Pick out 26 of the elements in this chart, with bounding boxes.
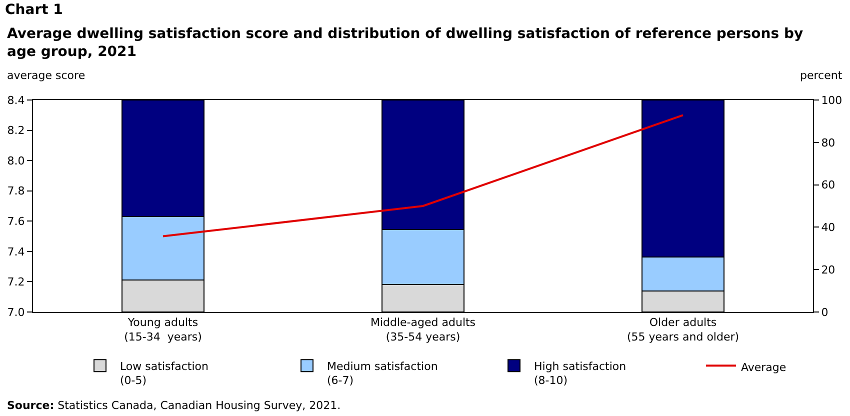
legend-label: Average (741, 360, 786, 374)
x-tick-label: Young adults (15-34 years) (124, 316, 202, 344)
y2-tick-label: 60 (821, 178, 836, 192)
y-tick-label: 7.4 (7, 245, 25, 258)
legend-label: Low satisfaction (0-5) (120, 360, 208, 388)
y2-axis-title: percent (800, 69, 843, 82)
legend-label: High satisfaction (8-10) (534, 360, 626, 388)
y2-tick-label: 80 (821, 136, 836, 150)
y2-tick-label: 40 (821, 221, 836, 234)
y-tick-label: 8.2 (7, 124, 25, 138)
source-note: Source: Statistics Canada, Canadian Housing Survey, 2021. (7, 399, 341, 412)
y2-tick-label: 100 (821, 94, 842, 107)
y-tick-label: 7.2 (7, 276, 25, 289)
y-tick-label: 8.4 (7, 94, 25, 107)
y2-tick-label: 20 (821, 263, 836, 276)
x-tick-label: Older adults (55 years and older) (626, 316, 740, 344)
y-axis-title: average score (7, 69, 86, 82)
y2-tick-label: 0 (821, 306, 828, 319)
y-tick-label: 7.0 (7, 306, 25, 319)
chart-title: Chart 1 (5, 2, 63, 18)
y-tick-label: 7.6 (7, 214, 25, 228)
y-tick-label: 7.8 (7, 184, 25, 198)
y-tick-label: 8.0 (7, 154, 25, 168)
legend-label: Medium satisfaction (6-7) (327, 360, 438, 388)
x-tick-label: Middle-aged adults (35-54 years) (370, 316, 476, 344)
chart-subtitle: Average dwelling satisfaction score and distribution of dwelling satisfaction of reference persons by age group, 2021 (7, 26, 804, 60)
